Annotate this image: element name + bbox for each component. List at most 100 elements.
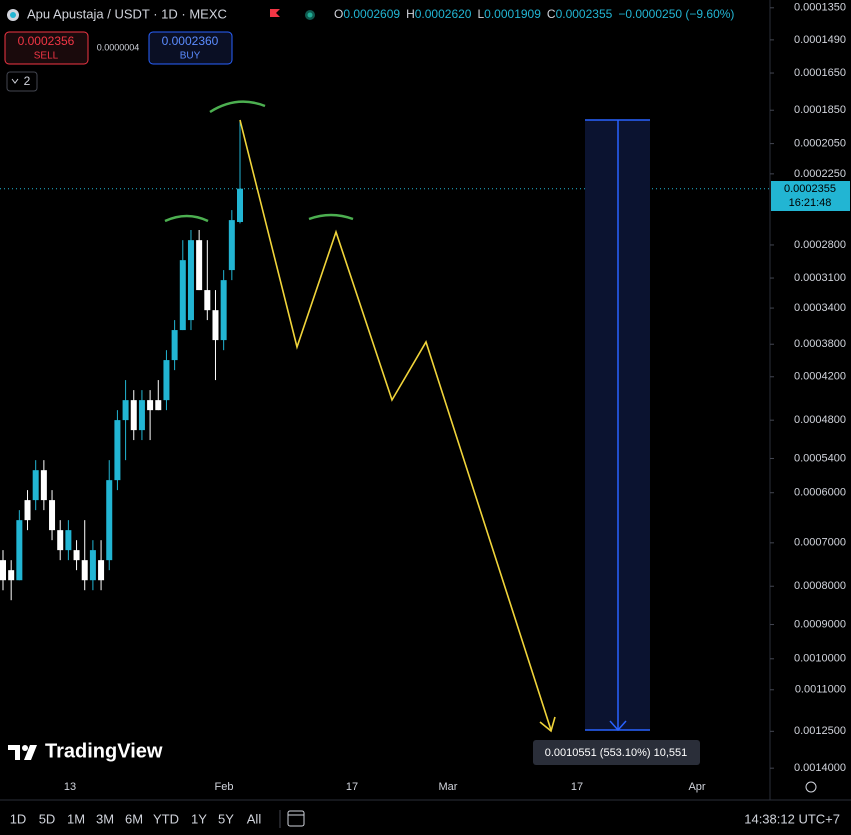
symbol-icon-dot (10, 12, 16, 18)
bottom-toolbar: 14:38:12 UTC+7 1D 5D 1M 3M 6M YTD 1Y 5Y All (10, 781, 840, 828)
x-tick-label: 13 (64, 781, 76, 793)
logo-part (22, 745, 28, 751)
candle-body (204, 290, 211, 311)
indicators-toggle[interactable] (6, 71, 38, 92)
y-tick-label: 0.0010000 (794, 653, 846, 665)
candle-body (57, 530, 64, 551)
price-label-box (771, 181, 850, 211)
x-tick-label: Apr (688, 781, 705, 793)
head-arc (209, 100, 266, 114)
range-button[interactable]: All (247, 811, 262, 826)
candle-body (49, 500, 56, 531)
y-tick-label: 0.0003400 (794, 302, 846, 314)
y-tick-label: 0.0009000 (794, 618, 846, 630)
projection-arrowhead (539, 716, 556, 733)
y-tick-label: 0.0003100 (794, 272, 846, 284)
y-tick-label: 0.0008000 (794, 580, 846, 592)
range-button[interactable]: 6M (125, 811, 143, 826)
measure-label: 0.0010551 (553.10%) 10,551 (545, 747, 688, 759)
candle-body (220, 280, 227, 341)
range-button[interactable]: 5Y (218, 811, 234, 826)
date-range-icon[interactable] (287, 810, 305, 827)
ohlc-key: C (547, 7, 556, 21)
y-tick-label: 0.0007000 (794, 537, 846, 549)
chevron (11, 78, 19, 84)
ohlc-value: 0.0002355 (556, 7, 613, 21)
candle-body (8, 570, 15, 581)
clock[interactable]: 14:38:12 UTC+7 (744, 811, 840, 826)
y-tick-label: 0.0006000 (794, 487, 846, 499)
symbol-title[interactable]: Apu Apustaja / USDT · 1D · MEXC (27, 6, 227, 21)
price-label: 0.0002355 16:21:48 (771, 181, 850, 211)
range-button[interactable]: 1Y (191, 811, 207, 826)
x-tick-label: 17 (346, 781, 358, 793)
candle-body (40, 470, 47, 501)
ohlc-key: L (477, 7, 484, 21)
ohlc-value: 0.0002609 (343, 7, 400, 21)
candle-body (89, 550, 96, 581)
market-status-dot (307, 12, 313, 18)
candle-body (122, 400, 129, 421)
candle-body (187, 240, 194, 321)
change: −0.0000250 (−9.60%) (618, 7, 734, 21)
range-button[interactable]: YTD (153, 811, 179, 826)
candle-body (171, 330, 178, 361)
candle-body (163, 360, 170, 401)
x-tick-label: Mar (439, 781, 458, 793)
logo-part (8, 745, 20, 760)
ohlc-legend: O0.0002609 H0.0002620 L0.0001909 C0.0002355… (334, 7, 734, 21)
y-tick-label: 0.0003800 (794, 338, 846, 350)
candle-body (147, 400, 154, 411)
y-tick-label: 0.0012500 (794, 725, 846, 737)
y-tick-label: 0.0001850 (794, 104, 846, 116)
logo-part (24, 745, 37, 760)
candle-body (155, 400, 162, 411)
sell-label: SELL (34, 51, 59, 62)
indicators-count: 2 (24, 74, 31, 88)
header: Apu Apustaja / USDT · 1D · MEXC O0.00026… (4, 6, 734, 92)
candle-body (98, 560, 105, 581)
y-tick-label: 0.0001490 (794, 34, 846, 46)
candle-body (138, 400, 145, 431)
candle-body (65, 530, 72, 551)
candle-body (106, 480, 113, 561)
sell-price: 0.0002356 (18, 34, 75, 48)
range-button[interactable]: 5D (39, 811, 56, 826)
candle-body (179, 260, 186, 331)
x-tick-label: 17 (571, 781, 583, 793)
x-tick-label: Feb (215, 781, 234, 793)
last-price: 0.0002355 (784, 183, 836, 195)
spread: 0.0000004 (97, 42, 140, 52)
exchange-flag (270, 9, 280, 17)
buy-price: 0.0002360 (162, 34, 219, 48)
y-tick-label: 0.0005400 (794, 452, 846, 464)
left-shoulder-arc (164, 214, 209, 223)
watermark: TradingView (8, 740, 163, 762)
y-tick-label: 0.0001650 (794, 67, 846, 79)
plot-area: 0.0001350 0.0001490 0.0001650 0.0001850 0.00… (0, 2, 846, 793)
ohlc-value: 0.0002620 (415, 7, 472, 21)
candle-body (228, 220, 235, 271)
candle-body (16, 520, 23, 581)
candle-body (237, 188, 243, 222)
zigzag-projection (239, 119, 552, 731)
axis-settings[interactable] (805, 781, 817, 793)
countdown: 16:21:48 (789, 197, 832, 209)
range-button[interactable]: 3M (96, 811, 114, 826)
measure-arrowhead (609, 720, 627, 732)
candle-body (73, 550, 80, 561)
range-button[interactable]: 1M (67, 811, 85, 826)
buy-button[interactable] (148, 31, 233, 65)
watermark-text: TradingView (45, 740, 163, 762)
y-tick-label: 0.0011000 (795, 684, 846, 696)
y-tick-label: 0.0002050 (794, 138, 846, 150)
y-tick-label: 0.0002800 (794, 239, 846, 251)
ohlc-key: O (334, 7, 343, 21)
range-button[interactable]: 1D (10, 811, 27, 826)
candle-body (24, 500, 31, 521)
ohlc-key: H (406, 7, 415, 21)
candle-body (32, 470, 39, 501)
candle-body (196, 240, 203, 291)
sell-button[interactable] (4, 31, 89, 65)
